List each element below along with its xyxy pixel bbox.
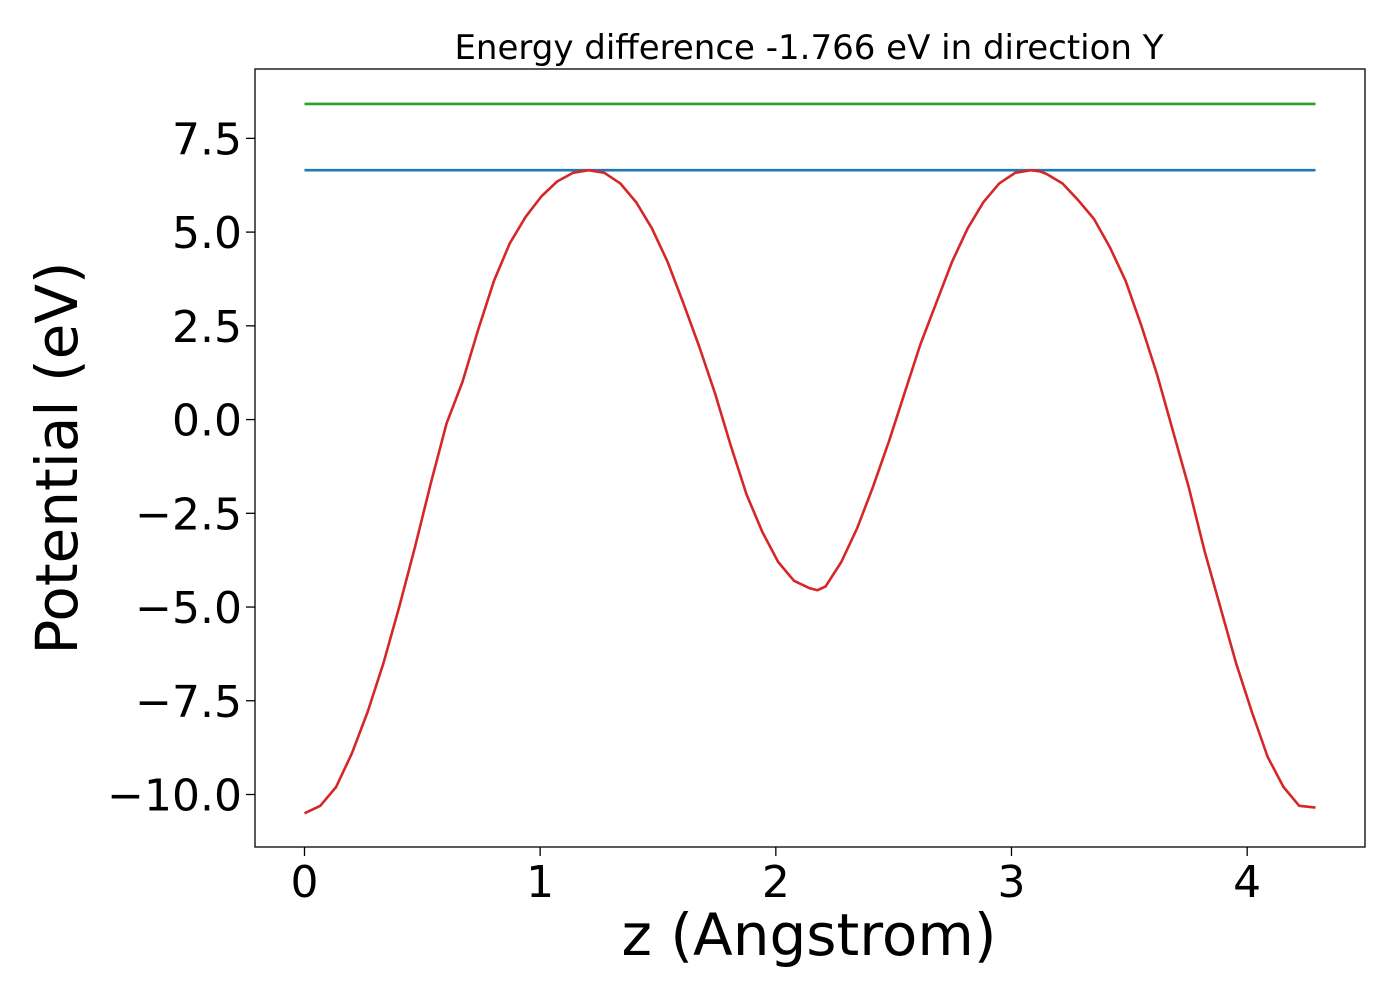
y-tick-label: 2.5 [172,302,242,353]
x-axis: 0 1 2 3 4 [290,847,1261,908]
chart-title: Energy difference -1.766 eV in direction… [454,28,1163,68]
x-tick-label: 3 [997,857,1025,908]
y-axis-label: Potential (eV) [23,261,91,654]
y-tick-label: 0.0 [172,396,242,447]
x-tick-label: 1 [526,857,554,908]
x-tick-label: 4 [1233,857,1261,908]
x-axis-label: z (Angstrom) [622,901,997,969]
y-tick-label: −7.5 [135,677,242,728]
x-tick-label: 0 [290,857,318,908]
y-tick-label: 5.0 [172,208,242,259]
y-tick-label: 7.5 [172,114,242,165]
y-tick-label: −10.0 [107,771,242,822]
y-tick-label: −5.0 [135,583,242,634]
series-line-3 [303,168,1316,815]
series-layer [303,102,1316,815]
x-tick-label: 2 [762,857,790,908]
plot-frame [254,68,1366,848]
y-tick-label: −2.5 [135,489,242,540]
y-axis: 7.5 5.0 2.5 0.0 −2.5 −5.0 −7.5 −10.0 [107,114,255,822]
